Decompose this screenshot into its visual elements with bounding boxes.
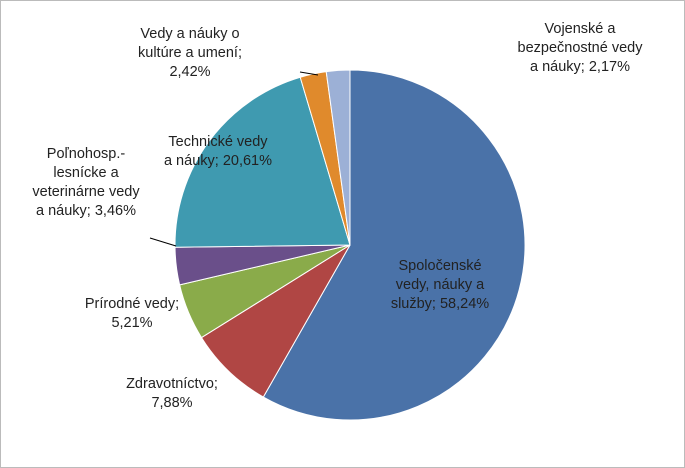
data-label: Technické vedy a náuky; 20,61% (163, 133, 273, 171)
label-separator: ; (580, 59, 589, 75)
value-label: 20,61% (222, 153, 273, 169)
label-separator: ; (213, 376, 218, 392)
label-separator: ; (237, 45, 242, 61)
data-label: Zdravotníctvo; 7,88% (123, 375, 221, 413)
label-separator: ; (214, 153, 223, 169)
category-name: Spoločenské vedy, náuky a služby (390, 258, 485, 312)
leader-line (149, 237, 177, 247)
data-label: Poľnohosp.- lesnícke a veterinárne vedy … (27, 145, 145, 221)
category-name: Zdravotníctvo (126, 376, 214, 392)
leader-line (299, 71, 319, 76)
value-label: 2,17% (588, 59, 630, 75)
value-label: 58,24% (439, 296, 490, 312)
value-label: 5,21% (111, 315, 153, 331)
value-label: 2,42% (169, 64, 211, 80)
data-label: Prírodné vedy; 5,21% (76, 295, 188, 333)
pie-slice (262, 69, 526, 421)
data-label: Vedy a náuky o kultúre a umení; 2,42% (125, 25, 255, 82)
label-separator: ; (175, 296, 180, 312)
label-separator: ; (431, 296, 440, 312)
category-name: Poľnohosp.- lesnícke a veterinárne vedy … (32, 146, 140, 219)
data-label: Spoločenské vedy, náuky a služby; 58,24% (381, 257, 499, 314)
category-name: Vedy a náuky o kultúre a umení (138, 26, 240, 61)
pie-slice (325, 69, 351, 246)
label-separator: ; (86, 203, 95, 219)
category-name: Vojenské a bezpečnostné vedy a náuky (517, 21, 643, 75)
value-label: 3,46% (94, 203, 136, 219)
category-name: Prírodné vedy (84, 296, 176, 312)
value-label: 7,88% (151, 395, 193, 411)
pie-slice (174, 76, 351, 248)
data-label: Vojenské a bezpečnostné vedy a náuky; 2,… (516, 20, 644, 77)
category-name: Technické vedy a náuky (163, 134, 268, 169)
